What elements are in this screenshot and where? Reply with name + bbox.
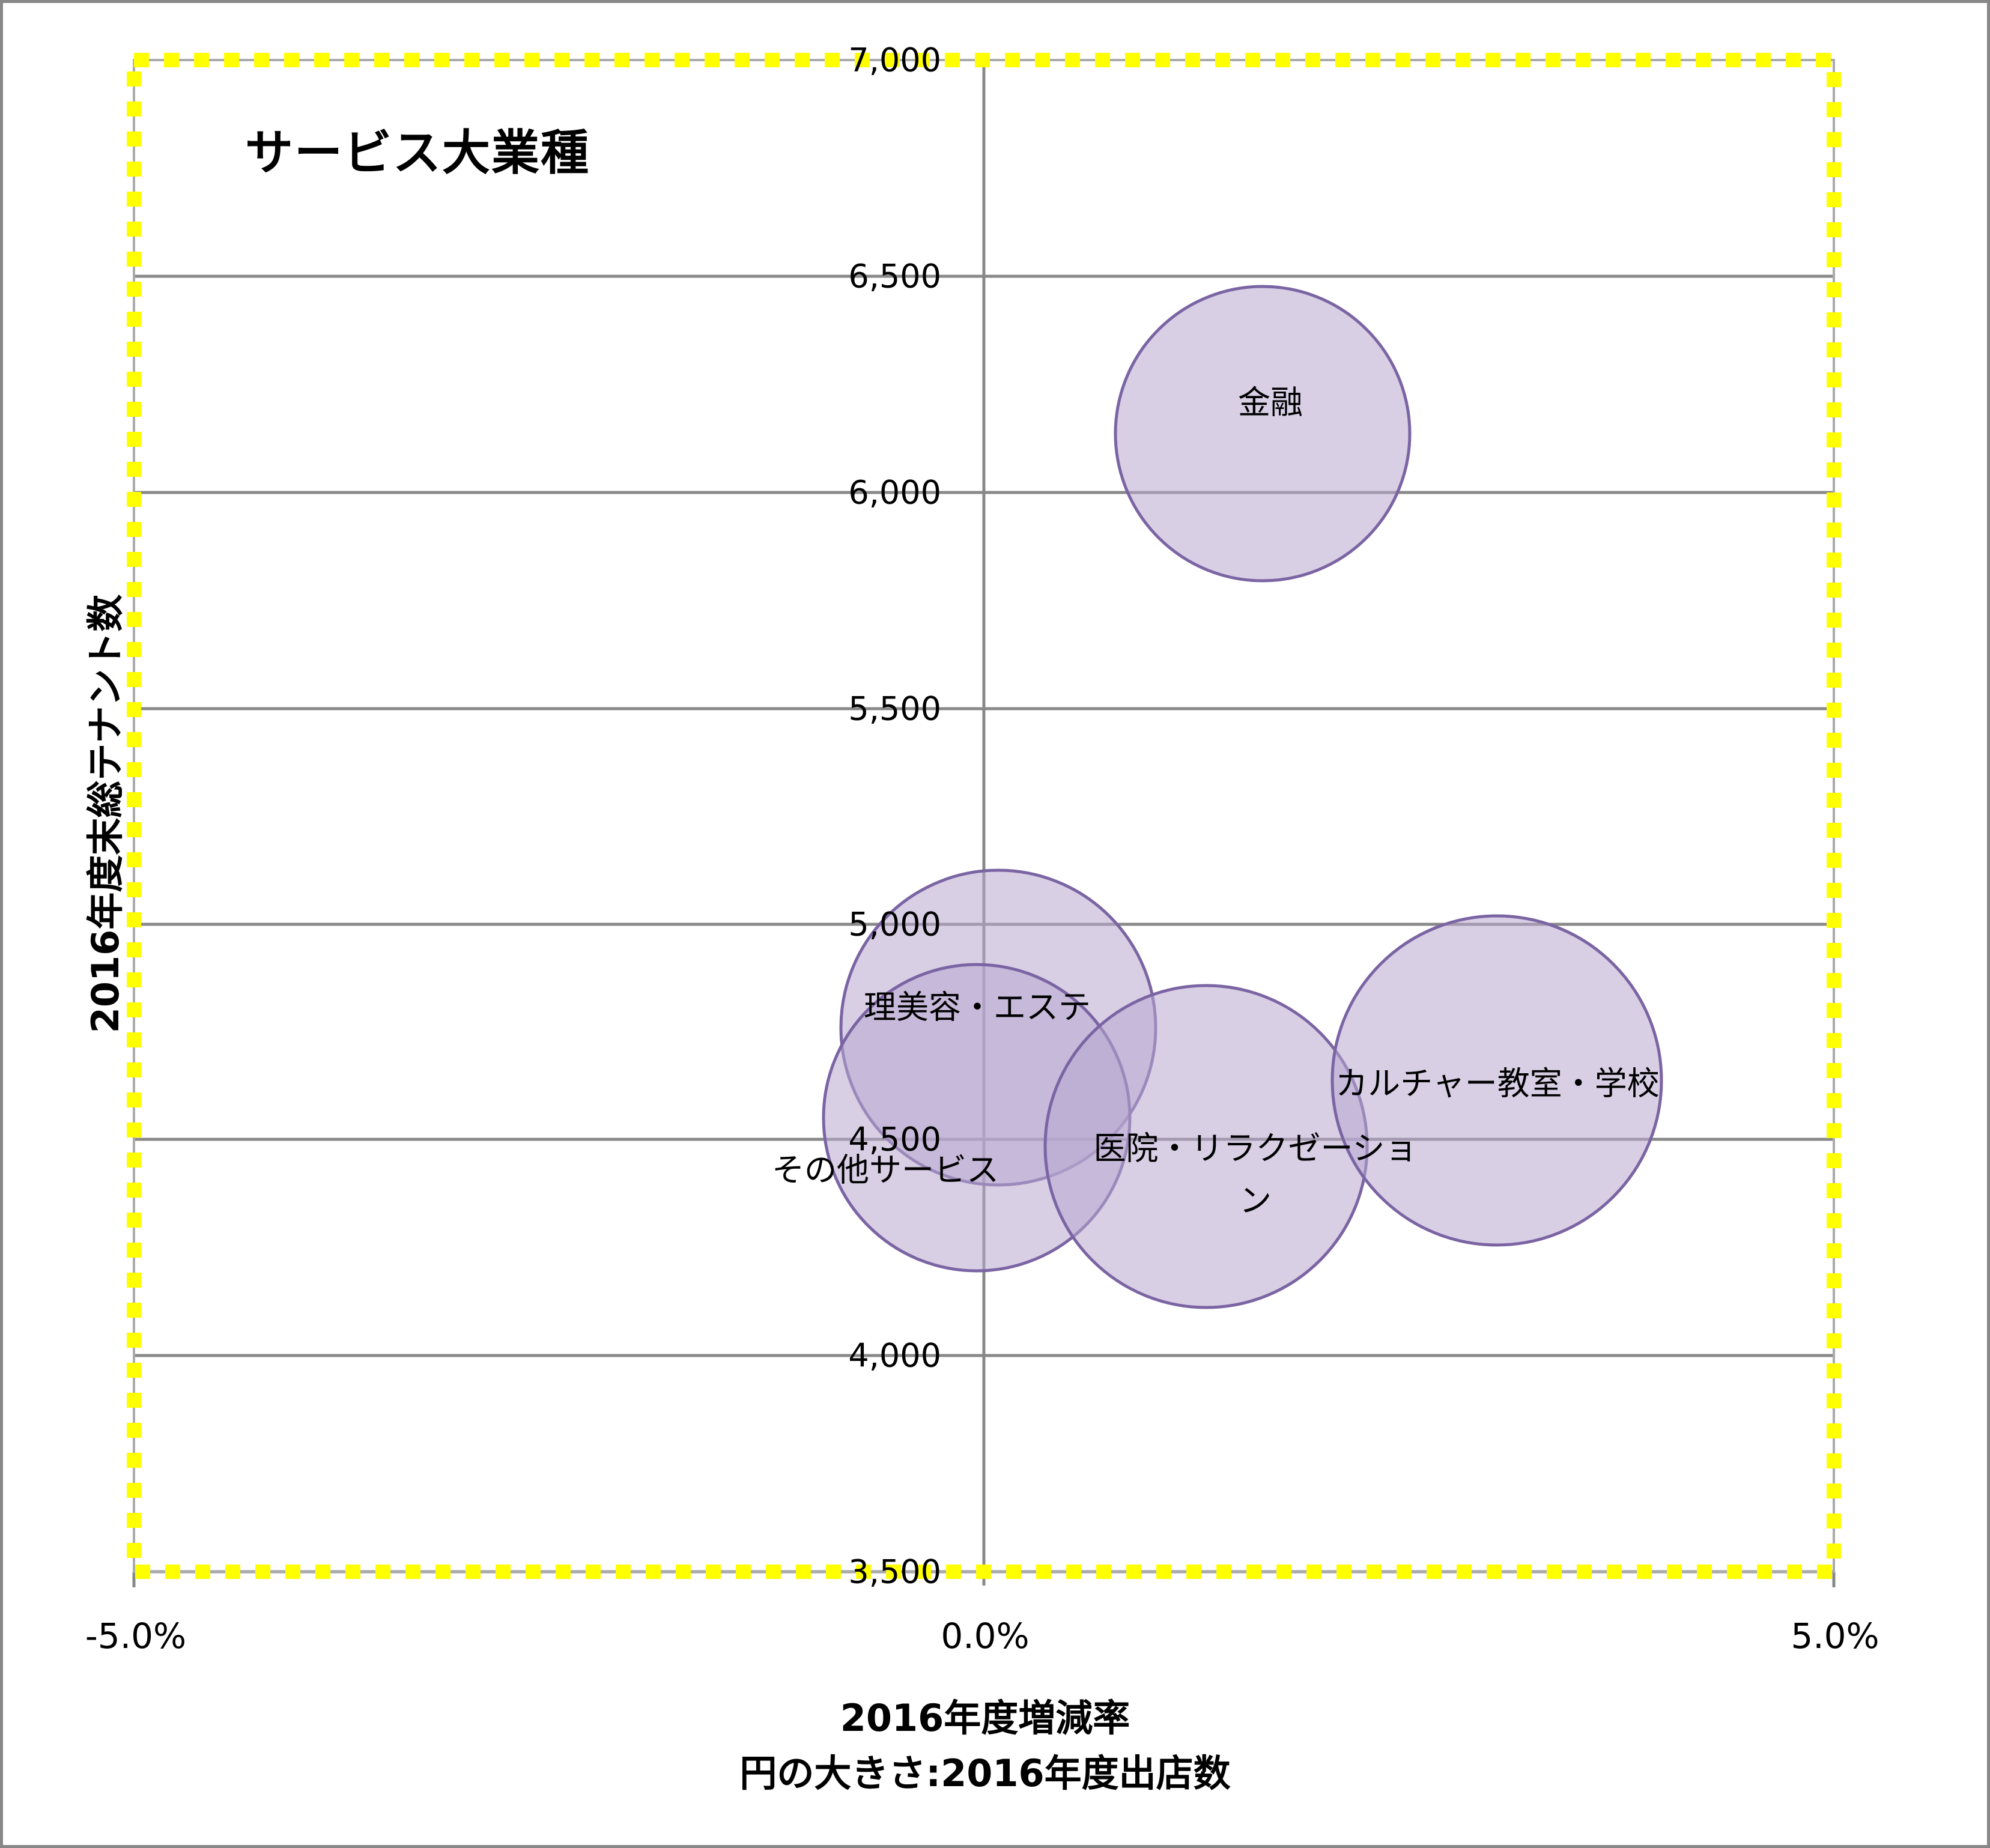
y-tick-label: 5,000	[848, 905, 941, 944]
bubble-label-kinyu: 金融	[1238, 383, 1303, 422]
y-tick-label: 5,500	[848, 689, 941, 728]
plot-area-dashed-highlight	[127, 53, 1841, 1579]
bubble-size-note: 円の大きさ:2016年度出店数	[739, 1751, 1231, 1795]
chart-title: サービス大業種	[245, 125, 590, 181]
bubble-label-iin-relaxation-line1: 医院・リラクゼーショ	[1093, 1129, 1418, 1168]
y-tick-label: 4,500	[848, 1120, 941, 1159]
bubble-culture-school[interactable]	[1330, 914, 1663, 1247]
bubble-label-iin-relaxation-line2: ン	[1239, 1181, 1272, 1220]
x-tick-label: 5.0%	[1791, 1616, 1879, 1656]
bubble-label-sonota-service: その他サービス	[772, 1151, 999, 1189]
bubble-label-culture-school: カルチャー教室・学校	[1335, 1064, 1660, 1103]
y-tick-label: 6,000	[848, 473, 941, 512]
y-tick-label: 7,000	[848, 41, 941, 79]
bubble-kinyu[interactable]	[1114, 285, 1412, 583]
bubble-label-ribiyou-esthe: 理美容・エステ	[864, 988, 1091, 1026]
y-tick-label: 4,000	[848, 1336, 941, 1375]
y-axis-title: 2016年度末総テナント数	[83, 594, 127, 1034]
x-tick-label: 0.0%	[941, 1616, 1030, 1656]
x-tick-label: -5.0%	[85, 1616, 187, 1656]
y-tick-label: 3,500	[848, 1553, 941, 1591]
x-axis-title: 2016年度増減率	[840, 1696, 1130, 1740]
bubbles	[822, 285, 1663, 1309]
y-tick-label: 6,500	[848, 257, 941, 295]
